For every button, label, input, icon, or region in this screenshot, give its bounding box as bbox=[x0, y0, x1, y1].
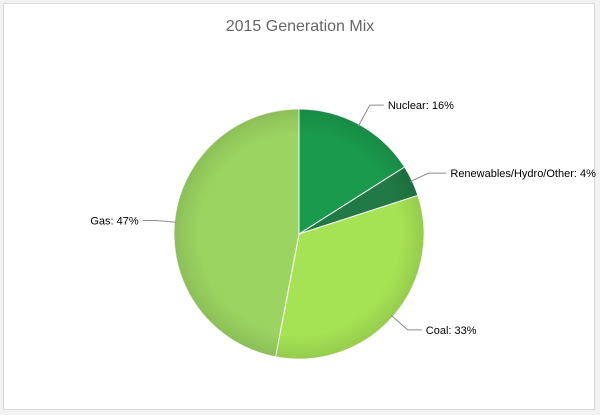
slice-label: Coal: 33% bbox=[426, 325, 477, 337]
pie-slices bbox=[173, 108, 425, 360]
leader-line bbox=[142, 220, 177, 223]
leader-line bbox=[390, 314, 422, 331]
chart-card: 2015 Generation Mix Nuclear: 16% Renewabl… bbox=[3, 3, 596, 410]
slice-label: Renewables/Hydro/Other: 4% bbox=[450, 168, 596, 180]
leader-line bbox=[410, 172, 447, 183]
pie-labels: Nuclear: 16% Renewables/Hydro/Other: 4% Co… bbox=[90, 100, 596, 337]
leader-line bbox=[357, 104, 384, 127]
pie-chart: 2015 Generation Mix Nuclear: 16% Renewabl… bbox=[90, 18, 596, 360]
chart-title: 2015 Generation Mix bbox=[226, 18, 375, 35]
pie-slice-gas bbox=[173, 108, 300, 358]
slice-label: Gas: 47% bbox=[90, 216, 139, 228]
slice-label: Nuclear: 16% bbox=[388, 100, 454, 112]
